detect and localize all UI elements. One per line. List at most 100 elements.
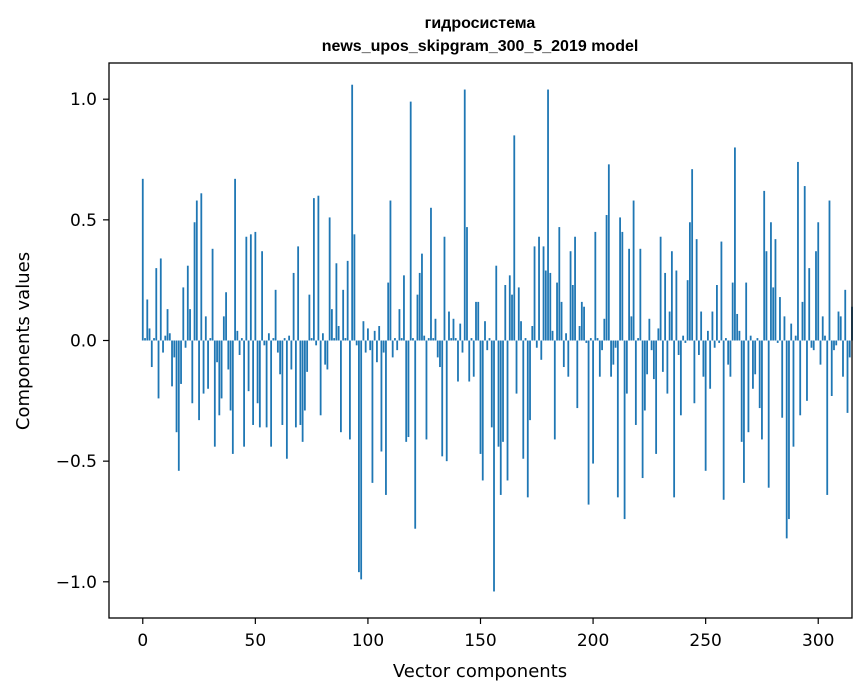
bar-component-89 <box>342 289 345 341</box>
bar-component-259 <box>725 338 727 341</box>
bar-component-164 <box>511 294 513 341</box>
bar-component-63 <box>283 338 286 341</box>
bar-component-243 <box>688 222 691 341</box>
bar-component-298 <box>812 340 815 351</box>
bar-component-122 <box>416 294 419 341</box>
x-tick-label: 50 <box>245 631 267 651</box>
bar-component-160 <box>502 340 504 442</box>
bar-component-66 <box>290 340 293 370</box>
bar-component-110 <box>389 200 392 341</box>
y-tick-label: 1.0 <box>70 90 97 110</box>
bar-component-165 <box>513 135 516 341</box>
x-tick-label: 100 <box>352 631 384 651</box>
bar-component-73 <box>306 340 309 372</box>
bar-component-93 <box>351 84 354 341</box>
bar-component-197 <box>585 340 588 343</box>
bar-component-105 <box>378 326 381 341</box>
bar-component-195 <box>580 301 583 341</box>
bar-component-10 <box>164 335 167 341</box>
bar-component-48 <box>249 234 252 341</box>
bars-group <box>141 84 853 592</box>
bar-component-43 <box>238 340 241 355</box>
bar-component-7 <box>157 340 160 399</box>
y-tick-label: −1.0 <box>56 573 97 593</box>
bar-component-282 <box>776 340 779 343</box>
y-tick-label: 0.5 <box>70 211 97 231</box>
bar-component-76 <box>312 198 315 341</box>
bar-component-72 <box>303 340 306 411</box>
bar-component-134 <box>443 236 446 341</box>
bar-component-235 <box>670 251 673 341</box>
bar-component-133 <box>441 340 444 457</box>
bar-component-96 <box>358 340 360 573</box>
bar-component-279 <box>770 222 772 341</box>
bar-component-271 <box>752 340 754 389</box>
bar-component-5 <box>153 338 155 341</box>
bar-component-236 <box>673 340 676 498</box>
bar-component-254 <box>713 340 716 348</box>
bar-component-130 <box>434 318 437 341</box>
bar-component-184 <box>556 282 558 341</box>
bar-component-190 <box>569 251 572 341</box>
bar-component-179 <box>544 270 547 341</box>
bar-component-138 <box>452 318 455 341</box>
bar-component-239 <box>679 340 682 416</box>
y-axis-ticks: −1.0 −0.5 0.0 0.5 1.0 <box>56 90 109 593</box>
bar-component-308 <box>835 340 838 346</box>
bar-component-67 <box>292 272 295 341</box>
bar-component-267 <box>743 340 745 483</box>
bar-component-123 <box>418 272 421 341</box>
bar-component-272 <box>754 340 757 375</box>
bar-component-300 <box>817 222 820 341</box>
bar-component-98 <box>362 321 365 341</box>
bar-component-68 <box>294 340 297 428</box>
bar-component-257 <box>720 241 723 341</box>
bar-component-304 <box>826 340 829 495</box>
bar-component-87 <box>337 326 340 341</box>
bar-component-59 <box>274 289 277 341</box>
bar-component-95 <box>355 340 358 346</box>
bar-component-222 <box>641 340 644 479</box>
bar-component-203 <box>598 340 601 377</box>
bar-component-115 <box>400 338 403 341</box>
bar-component-299 <box>815 251 817 341</box>
bar-component-85 <box>333 338 336 341</box>
bar-component-297 <box>810 340 813 348</box>
bar-component-75 <box>310 338 313 341</box>
bar-component-180 <box>547 89 549 341</box>
bar-component-18 <box>182 287 185 341</box>
bar-component-1 <box>144 338 146 341</box>
bar-component-185 <box>558 227 561 341</box>
bar-component-6 <box>155 268 158 341</box>
bar-component-126 <box>425 340 428 440</box>
bar-component-174 <box>533 246 536 341</box>
bar-component-84 <box>331 309 333 341</box>
bar-component-201 <box>594 231 597 341</box>
bar-component-230 <box>659 236 662 341</box>
bar-component-44 <box>240 338 243 341</box>
bar-component-198 <box>587 340 590 505</box>
bar-component-214 <box>623 340 626 520</box>
bar-component-150 <box>479 340 482 454</box>
bar-component-39 <box>229 340 232 411</box>
bar-component-240 <box>682 335 685 341</box>
bar-component-186 <box>560 301 563 341</box>
bar-component-92 <box>349 340 351 440</box>
bar-component-37 <box>225 292 227 341</box>
bar-component-262 <box>731 282 734 341</box>
x-tick-label: 0 <box>137 631 148 651</box>
bar-component-90 <box>344 338 347 341</box>
bar-component-116 <box>403 275 405 341</box>
bar-component-145 <box>468 340 471 382</box>
bar-component-137 <box>450 338 453 341</box>
bar-component-78 <box>317 195 320 341</box>
bar-component-42 <box>236 330 239 341</box>
bar-component-208 <box>610 340 612 377</box>
bar-component-251 <box>707 330 709 341</box>
bar-component-82 <box>326 340 329 370</box>
bar-component-193 <box>576 340 579 409</box>
bar-component-296 <box>808 268 811 341</box>
bar-component-104 <box>376 340 378 363</box>
x-tick-label: 200 <box>577 631 609 651</box>
